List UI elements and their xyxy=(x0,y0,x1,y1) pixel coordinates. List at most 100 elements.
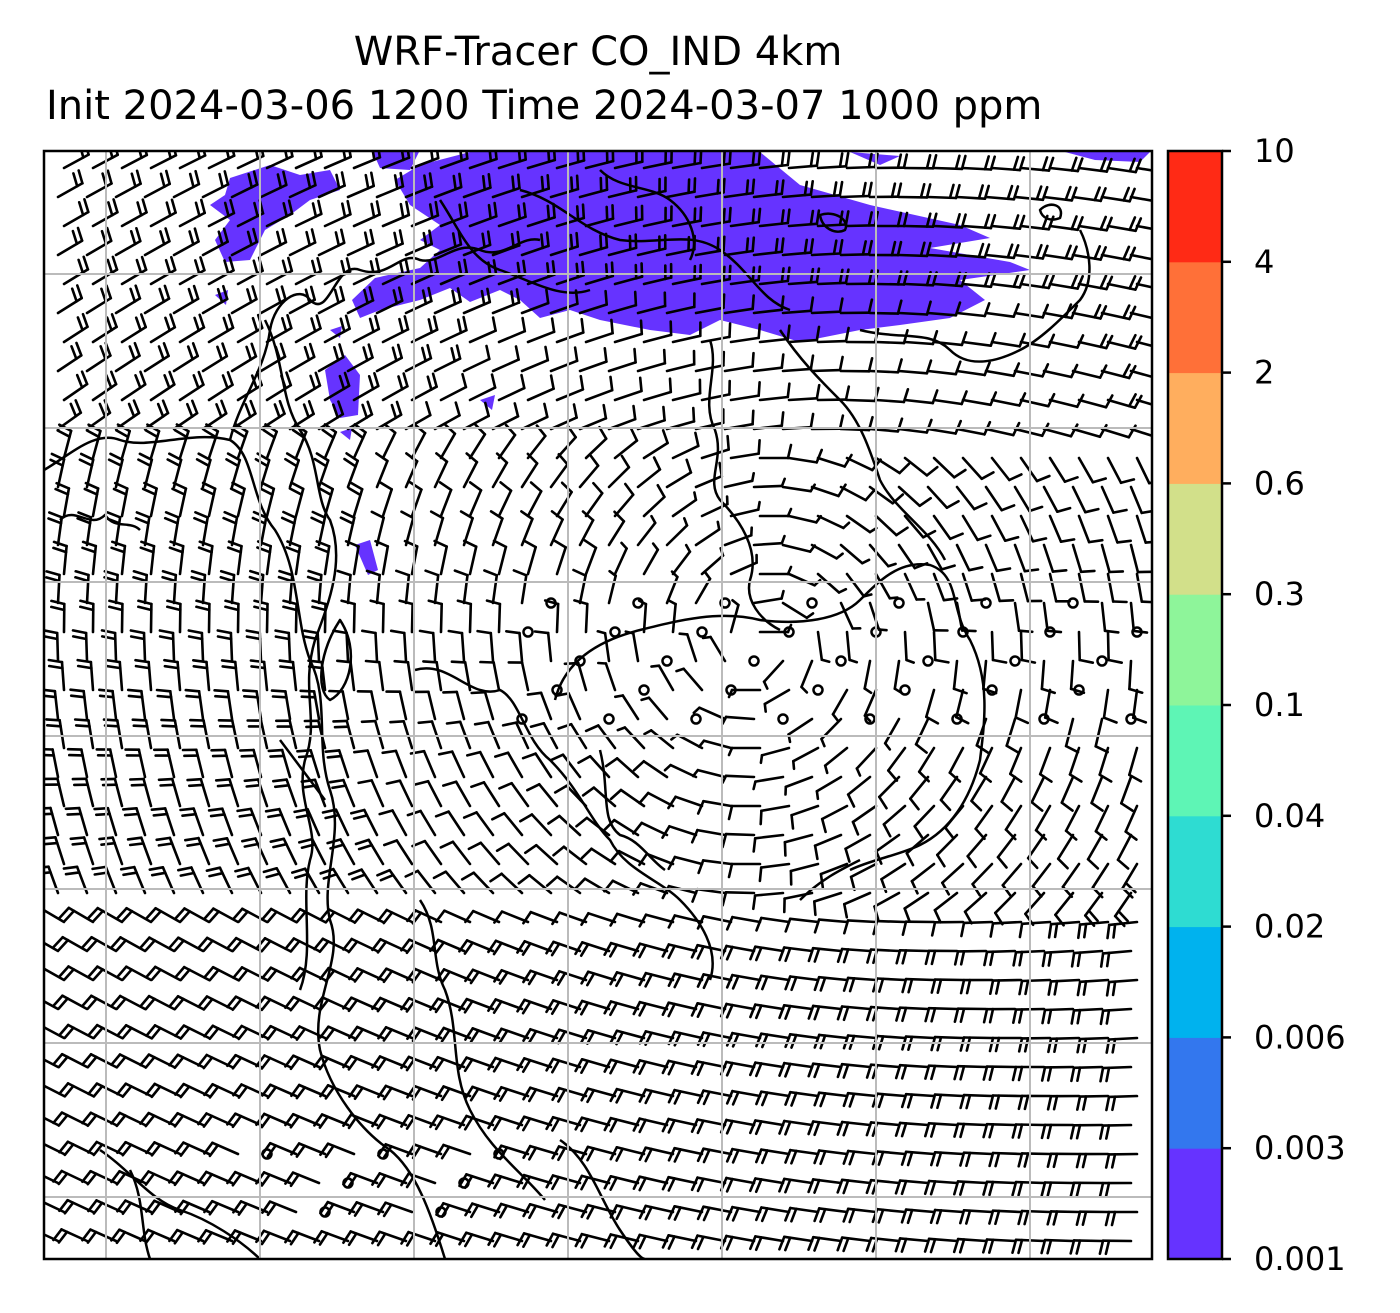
wind-barb xyxy=(813,833,843,861)
wind-barb xyxy=(81,935,118,953)
wind-barb xyxy=(288,285,317,315)
wind-barb xyxy=(1042,485,1072,514)
wind-barb xyxy=(370,510,386,547)
wind-barb xyxy=(172,169,201,199)
wind-barb xyxy=(56,284,83,315)
wind-barb xyxy=(520,452,539,489)
wind-barb xyxy=(464,1027,501,1043)
wind-barb xyxy=(1075,1210,1110,1226)
wind-barb xyxy=(574,941,611,958)
wind-barb xyxy=(667,914,704,929)
wind-barb xyxy=(219,569,236,605)
wind-barb xyxy=(207,198,236,228)
wind-barb xyxy=(953,1122,988,1139)
wind-barb xyxy=(438,481,453,518)
wind-barb xyxy=(105,658,124,692)
wind-barb xyxy=(810,483,847,498)
wind-barb xyxy=(863,688,878,723)
calm-marker xyxy=(719,597,731,609)
wind-barb xyxy=(1046,1094,1081,1111)
wind-barb xyxy=(754,1206,791,1223)
wind-barb xyxy=(269,837,298,866)
calm-marker xyxy=(522,626,534,638)
wind-barb xyxy=(120,313,147,344)
wind-barb xyxy=(924,1064,959,1081)
wind-barb xyxy=(178,198,206,228)
wind-barb xyxy=(903,154,938,170)
wind-barb xyxy=(577,754,611,779)
wind-barb xyxy=(163,658,182,692)
wind-barb xyxy=(897,543,929,570)
wind-barb xyxy=(259,285,287,315)
wind-barb xyxy=(105,511,122,547)
wind-barb xyxy=(410,200,440,228)
wind-barb xyxy=(352,151,382,170)
wind-barb xyxy=(640,696,669,721)
wind-barb xyxy=(54,481,71,518)
wind-barb xyxy=(632,759,669,779)
wind-barb xyxy=(1071,485,1100,514)
wind-barb xyxy=(210,748,234,779)
wind-barb xyxy=(874,833,901,865)
wind-barb xyxy=(360,629,379,663)
wind-barb xyxy=(690,828,727,844)
wind-barb xyxy=(318,481,335,518)
wind-barb xyxy=(311,599,327,634)
wind-barb xyxy=(842,1091,878,1108)
wind-barb xyxy=(690,1118,727,1135)
wind-barb xyxy=(1068,746,1083,783)
wind-barb xyxy=(139,540,156,576)
wind-barb xyxy=(468,151,498,170)
wind-barb xyxy=(487,998,524,1015)
wind-barb xyxy=(580,911,617,927)
wind-barb xyxy=(1077,456,1107,484)
wind-barb xyxy=(439,201,469,228)
wind-barb xyxy=(429,997,466,1014)
wind-barb xyxy=(894,1121,930,1138)
wind-barb xyxy=(632,1117,669,1134)
wind-barb xyxy=(1019,273,1055,290)
wind-barb xyxy=(903,630,916,664)
wind-barb xyxy=(984,302,1020,319)
wind-barb xyxy=(671,491,698,518)
wind-barb xyxy=(755,974,791,991)
wind-barb xyxy=(462,344,491,373)
wind-barb xyxy=(901,920,936,937)
wind-barb xyxy=(895,1006,930,1023)
wind-barb xyxy=(424,569,440,605)
wind-barb xyxy=(813,1033,849,1050)
wind-barb xyxy=(953,1064,988,1081)
wind-barb xyxy=(1069,1123,1104,1140)
colorbar-segment xyxy=(1168,483,1222,595)
wind-barb xyxy=(1106,572,1128,604)
wind-barb xyxy=(632,1000,669,1017)
wind-barb xyxy=(752,237,785,257)
wind-barb xyxy=(948,746,965,783)
wind-barb xyxy=(1099,1123,1133,1140)
wind-barb xyxy=(752,775,785,791)
wind-barb xyxy=(344,539,360,576)
wind-barb xyxy=(491,230,521,257)
chart-title-line1: WRF-Tracer CO_IND 4km xyxy=(353,29,843,75)
wind-barb xyxy=(178,313,206,344)
wind-barb xyxy=(1040,659,1056,695)
wind-barb xyxy=(583,539,598,576)
wind-barb xyxy=(836,1120,872,1137)
wind-barb xyxy=(580,1029,617,1045)
wind-barb xyxy=(375,452,389,489)
wind-barb xyxy=(274,629,292,663)
wind-barb xyxy=(638,1146,675,1163)
wind-barb xyxy=(1031,862,1052,898)
wind-barb xyxy=(433,172,463,199)
wind-barb xyxy=(661,1175,698,1192)
wind-barb xyxy=(638,913,675,928)
wind-barb xyxy=(78,452,95,489)
wind-barb xyxy=(400,510,415,547)
wind-barb xyxy=(816,385,851,402)
wind-barb xyxy=(1017,1152,1052,1168)
wind-barb xyxy=(71,777,95,808)
wind-barb xyxy=(989,920,1023,938)
wind-barb xyxy=(787,267,821,286)
wind-barb xyxy=(300,778,327,808)
wind-barb xyxy=(723,294,756,315)
